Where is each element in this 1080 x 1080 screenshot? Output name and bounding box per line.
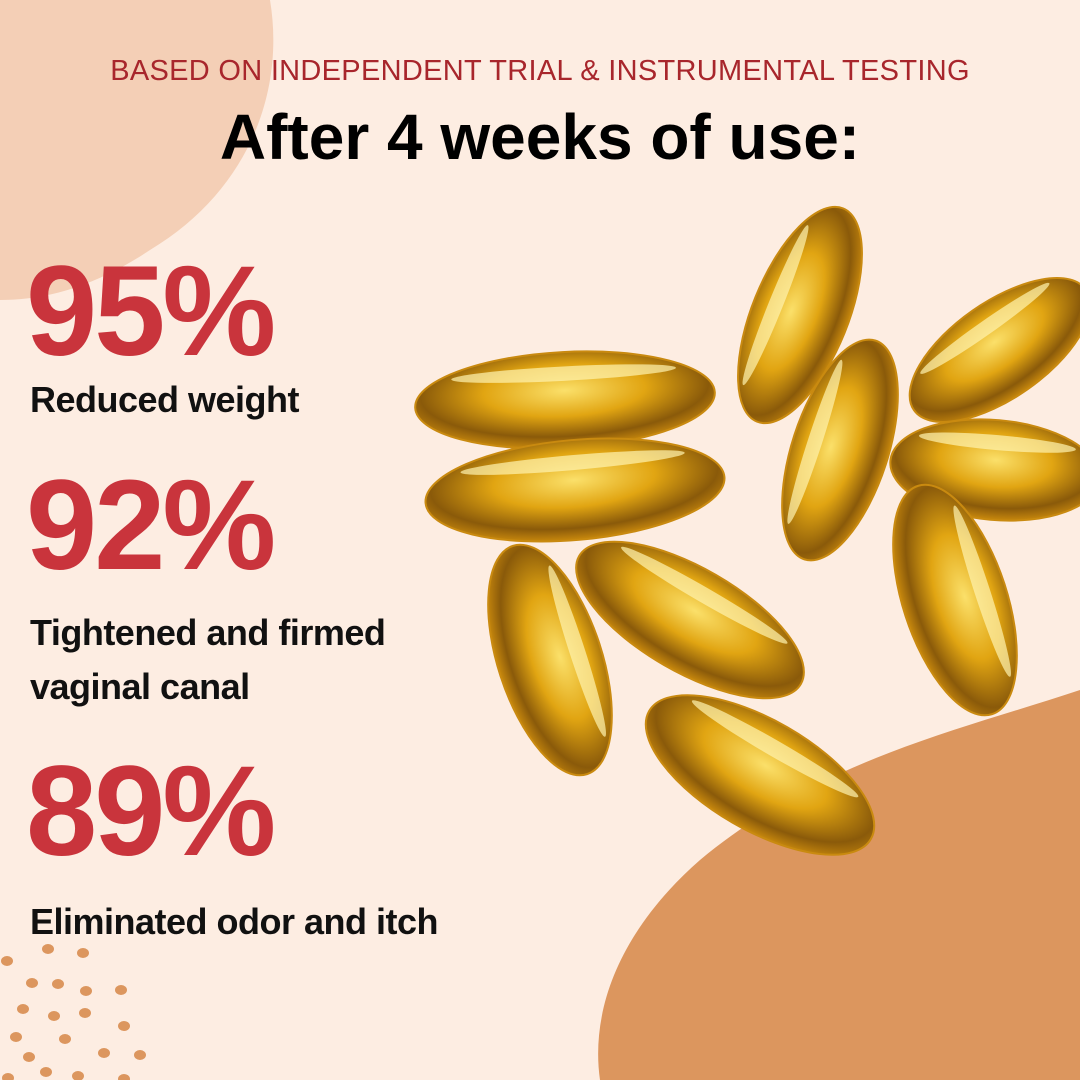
page-title: After 4 weeks of use:	[219, 101, 861, 173]
dot	[52, 979, 64, 989]
dot	[80, 986, 92, 996]
dot	[17, 1004, 29, 1014]
capsule	[644, 694, 876, 856]
stat-value-3: 89%	[26, 740, 276, 883]
top-left-blob	[0, 0, 274, 300]
dot	[26, 978, 38, 988]
dot	[118, 1021, 130, 1031]
dot	[115, 985, 127, 995]
dot	[1, 956, 13, 966]
capsule	[781, 338, 899, 562]
dot	[59, 1034, 71, 1044]
capsule	[737, 205, 863, 425]
capsule	[892, 483, 1018, 717]
bottom-right-blob	[598, 690, 1080, 1080]
dot	[79, 1008, 91, 1018]
dot	[72, 1071, 84, 1080]
dot	[118, 1074, 130, 1080]
capsule	[908, 277, 1080, 423]
subtitle: BASED ON INDEPENDENT TRIAL & INSTRUMENTA…	[110, 55, 970, 87]
stat-label-1: Reduced weight	[30, 379, 300, 420]
capsule	[487, 543, 613, 777]
dot	[40, 1067, 52, 1077]
decorative-dots	[1, 944, 146, 1080]
dot	[42, 944, 54, 954]
dot	[2, 1073, 14, 1080]
dot	[48, 1011, 60, 1021]
dot	[98, 1048, 110, 1058]
stat-label-2b: vaginal canal	[30, 666, 250, 707]
dot	[23, 1052, 35, 1062]
stat-value-2: 92%	[26, 454, 276, 597]
capsule	[424, 437, 726, 543]
stat-label-2a: Tightened and firmed	[30, 612, 386, 653]
capsule	[575, 540, 805, 700]
stat-label-3: Eliminated odor and itch	[30, 901, 439, 942]
dot	[10, 1032, 22, 1042]
stat-value-1: 95%	[26, 240, 276, 383]
capsules-image	[414, 205, 1080, 856]
capsule	[414, 350, 716, 450]
dot	[134, 1050, 146, 1060]
dot	[77, 948, 89, 958]
